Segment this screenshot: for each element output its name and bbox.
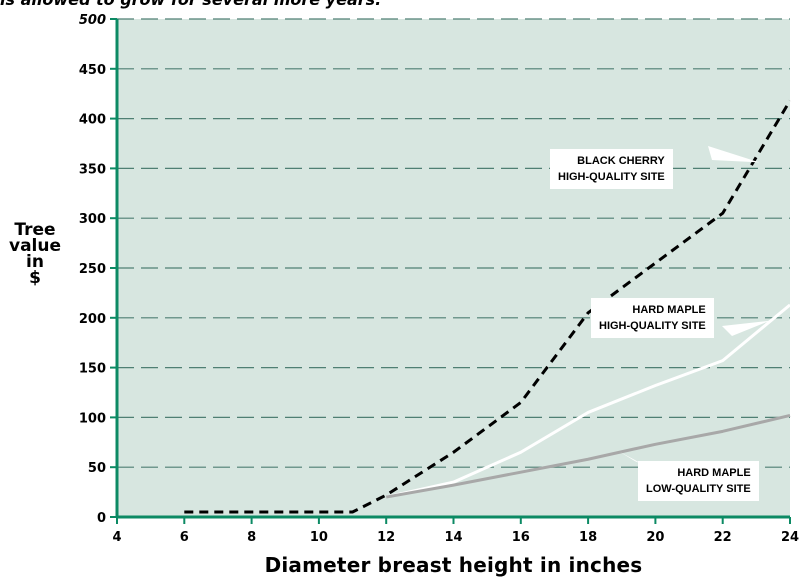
y-axis-title-line: in bbox=[26, 252, 44, 272]
callout-line: LOW-QUALITY SITE bbox=[646, 483, 751, 495]
x-tick-label: 18 bbox=[579, 530, 597, 545]
grid-lines bbox=[117, 18, 790, 468]
x-tick-label: 22 bbox=[714, 530, 732, 545]
y-axis-title-line: value bbox=[8, 236, 61, 256]
series-line bbox=[184, 99, 792, 514]
x-tick-label: 6 bbox=[180, 530, 189, 545]
y-axis-title: Tree value in $ bbox=[2, 220, 68, 288]
x-tick-label: 20 bbox=[646, 530, 664, 545]
y-tick-label: 250 bbox=[79, 262, 106, 277]
y-tick-labels: 0 50 100 150 200 250 300 350 400 450 500 bbox=[79, 13, 106, 526]
y-axis-title-line: Tree bbox=[14, 220, 56, 240]
x-tick-label: 14 bbox=[444, 530, 462, 545]
callout-pointer bbox=[708, 146, 760, 163]
y-tick-label: 350 bbox=[79, 162, 106, 177]
x-tick-labels: 4 6 8 10 12 14 16 18 20 22 24 bbox=[112, 530, 799, 545]
series-line bbox=[385, 413, 791, 499]
y-tick-label: 300 bbox=[79, 212, 106, 227]
callout-hard-maple-high: HARD MAPLE HIGH-QUALITY SITE bbox=[591, 298, 714, 338]
x-tick-label: 16 bbox=[512, 530, 530, 545]
x-tick-label: 24 bbox=[781, 530, 799, 545]
callout-line: HARD MAPLE bbox=[677, 467, 751, 479]
callout-line: HARD MAPLE bbox=[632, 304, 706, 316]
x-tick-label: 12 bbox=[377, 530, 395, 545]
y-tick-label: 0 bbox=[97, 511, 106, 526]
x-axis-title: Diameter breast height in inches bbox=[264, 553, 643, 577]
y-tick-label: 450 bbox=[79, 63, 106, 78]
x-tick-label: 4 bbox=[112, 530, 121, 545]
y-axis-title-line: $ bbox=[29, 268, 41, 288]
y-tick-label: 50 bbox=[88, 461, 106, 476]
data-series bbox=[184, 99, 792, 514]
x-tick-label: 8 bbox=[247, 530, 256, 545]
callout-hard-maple-low: HARD MAPLE LOW-QUALITY SITE bbox=[638, 461, 759, 501]
callout-line: BLACK CHERRY bbox=[577, 155, 665, 167]
y-tick-label: 200 bbox=[79, 312, 106, 327]
callout-line: HIGH-QUALITY SITE bbox=[558, 171, 665, 183]
chart-caption: is allowed to grow for several more year… bbox=[0, 0, 381, 9]
x-tick-label: 10 bbox=[310, 530, 328, 545]
y-tick-label: 100 bbox=[79, 411, 106, 426]
series-line bbox=[385, 303, 791, 499]
axes bbox=[110, 18, 791, 524]
y-tick-label: 500 bbox=[79, 13, 106, 28]
callout-pointer bbox=[722, 320, 770, 336]
callout-black-cherry: BLACK CHERRY HIGH-QUALITY SITE bbox=[550, 149, 673, 189]
callout-line: HIGH-QUALITY SITE bbox=[599, 320, 706, 332]
y-tick-label: 150 bbox=[79, 362, 106, 377]
y-tick-label: 400 bbox=[79, 113, 106, 128]
